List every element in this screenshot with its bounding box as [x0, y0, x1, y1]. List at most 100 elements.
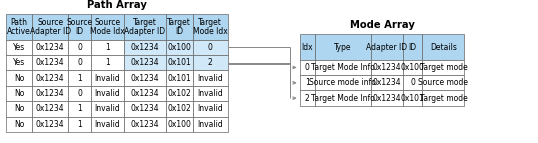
- Text: 0x100: 0x100: [401, 63, 424, 72]
- Text: 0: 0: [77, 43, 82, 52]
- Text: 0x1234: 0x1234: [373, 94, 401, 103]
- Polygon shape: [166, 86, 193, 101]
- Polygon shape: [403, 91, 422, 106]
- Text: No: No: [14, 89, 24, 98]
- Text: Target Mode Info: Target Mode Info: [311, 94, 375, 103]
- Text: 0x100: 0x100: [167, 43, 192, 52]
- Polygon shape: [193, 101, 228, 117]
- Text: Source
Adapter ID: Source Adapter ID: [30, 18, 70, 36]
- Text: 0: 0: [208, 43, 213, 52]
- Polygon shape: [371, 91, 403, 106]
- Polygon shape: [32, 70, 68, 86]
- Text: Type: Type: [334, 43, 351, 52]
- Polygon shape: [6, 101, 32, 117]
- Text: Invalid: Invalid: [197, 74, 223, 83]
- Polygon shape: [124, 40, 166, 55]
- Polygon shape: [68, 117, 91, 132]
- Text: Path
Active: Path Active: [7, 18, 31, 36]
- Text: Invalid: Invalid: [197, 120, 223, 129]
- Polygon shape: [315, 60, 371, 75]
- Text: No: No: [14, 104, 24, 113]
- Text: Invalid: Invalid: [197, 89, 223, 98]
- Text: Invalid: Invalid: [95, 120, 121, 129]
- Polygon shape: [166, 55, 193, 70]
- Polygon shape: [315, 91, 371, 106]
- Polygon shape: [68, 40, 91, 55]
- Polygon shape: [166, 101, 193, 117]
- Text: 0: 0: [77, 89, 82, 98]
- Text: 0x102: 0x102: [167, 104, 192, 113]
- Polygon shape: [315, 75, 371, 91]
- Text: 0x1234: 0x1234: [36, 74, 65, 83]
- Text: 1: 1: [77, 104, 82, 113]
- Text: 0: 0: [77, 58, 82, 67]
- Text: 1: 1: [77, 74, 82, 83]
- Text: 0x1234: 0x1234: [131, 120, 159, 129]
- Polygon shape: [91, 55, 124, 70]
- Polygon shape: [68, 70, 91, 86]
- Text: Details: Details: [430, 43, 457, 52]
- Polygon shape: [68, 86, 91, 101]
- Polygon shape: [32, 117, 68, 132]
- Text: Target mode: Target mode: [420, 94, 468, 103]
- Polygon shape: [193, 70, 228, 86]
- Text: 1: 1: [305, 78, 309, 87]
- Polygon shape: [371, 34, 403, 60]
- Text: 0x102: 0x102: [167, 89, 192, 98]
- Text: Yes: Yes: [13, 58, 25, 67]
- Polygon shape: [124, 86, 166, 101]
- Polygon shape: [6, 117, 32, 132]
- Polygon shape: [300, 60, 315, 75]
- Text: Source
ID: Source ID: [67, 18, 93, 36]
- Text: 0x1234: 0x1234: [131, 74, 159, 83]
- Text: 2: 2: [305, 94, 309, 103]
- Polygon shape: [32, 101, 68, 117]
- Polygon shape: [403, 34, 422, 60]
- Polygon shape: [91, 86, 124, 101]
- Polygon shape: [6, 14, 32, 40]
- Text: Yes: Yes: [13, 43, 25, 52]
- Text: No: No: [14, 74, 24, 83]
- Text: Source mode info: Source mode info: [309, 78, 376, 87]
- Text: 0x1234: 0x1234: [373, 78, 401, 87]
- Text: Target Mode Info: Target Mode Info: [311, 63, 375, 72]
- Text: 0x1234: 0x1234: [131, 89, 159, 98]
- Polygon shape: [422, 60, 464, 75]
- Polygon shape: [68, 101, 91, 117]
- Polygon shape: [124, 101, 166, 117]
- Text: 0x100: 0x100: [167, 120, 192, 129]
- Polygon shape: [124, 14, 166, 40]
- Text: 0x1234: 0x1234: [131, 43, 159, 52]
- Text: 0x1234: 0x1234: [36, 120, 65, 129]
- Text: ID: ID: [409, 43, 417, 52]
- Polygon shape: [300, 91, 315, 106]
- Polygon shape: [403, 75, 422, 91]
- Text: 0: 0: [410, 78, 415, 87]
- Text: Path Array: Path Array: [87, 0, 147, 10]
- Polygon shape: [166, 40, 193, 55]
- Text: 0x1234: 0x1234: [131, 104, 159, 113]
- Text: 0x1234: 0x1234: [36, 89, 65, 98]
- Polygon shape: [166, 14, 193, 40]
- Text: 0: 0: [305, 63, 309, 72]
- Text: Source
Mode Idx: Source Mode Idx: [90, 18, 125, 36]
- Polygon shape: [371, 60, 403, 75]
- Polygon shape: [403, 60, 422, 75]
- Text: 1: 1: [105, 58, 110, 67]
- Text: Mode Array: Mode Array: [350, 20, 414, 30]
- Text: 2: 2: [208, 58, 213, 67]
- Polygon shape: [91, 101, 124, 117]
- Text: 0x1234: 0x1234: [36, 58, 65, 67]
- Polygon shape: [166, 117, 193, 132]
- Text: 0x1234: 0x1234: [36, 43, 65, 52]
- Text: Invalid: Invalid: [95, 104, 121, 113]
- Text: Target
Adapter ID: Target Adapter ID: [124, 18, 166, 36]
- Polygon shape: [32, 55, 68, 70]
- Polygon shape: [124, 55, 166, 70]
- Text: Source mode: Source mode: [419, 78, 469, 87]
- Polygon shape: [91, 70, 124, 86]
- Polygon shape: [422, 91, 464, 106]
- Text: Target
Mode Idx: Target Mode Idx: [193, 18, 228, 36]
- Polygon shape: [6, 55, 32, 70]
- Text: 1: 1: [77, 120, 82, 129]
